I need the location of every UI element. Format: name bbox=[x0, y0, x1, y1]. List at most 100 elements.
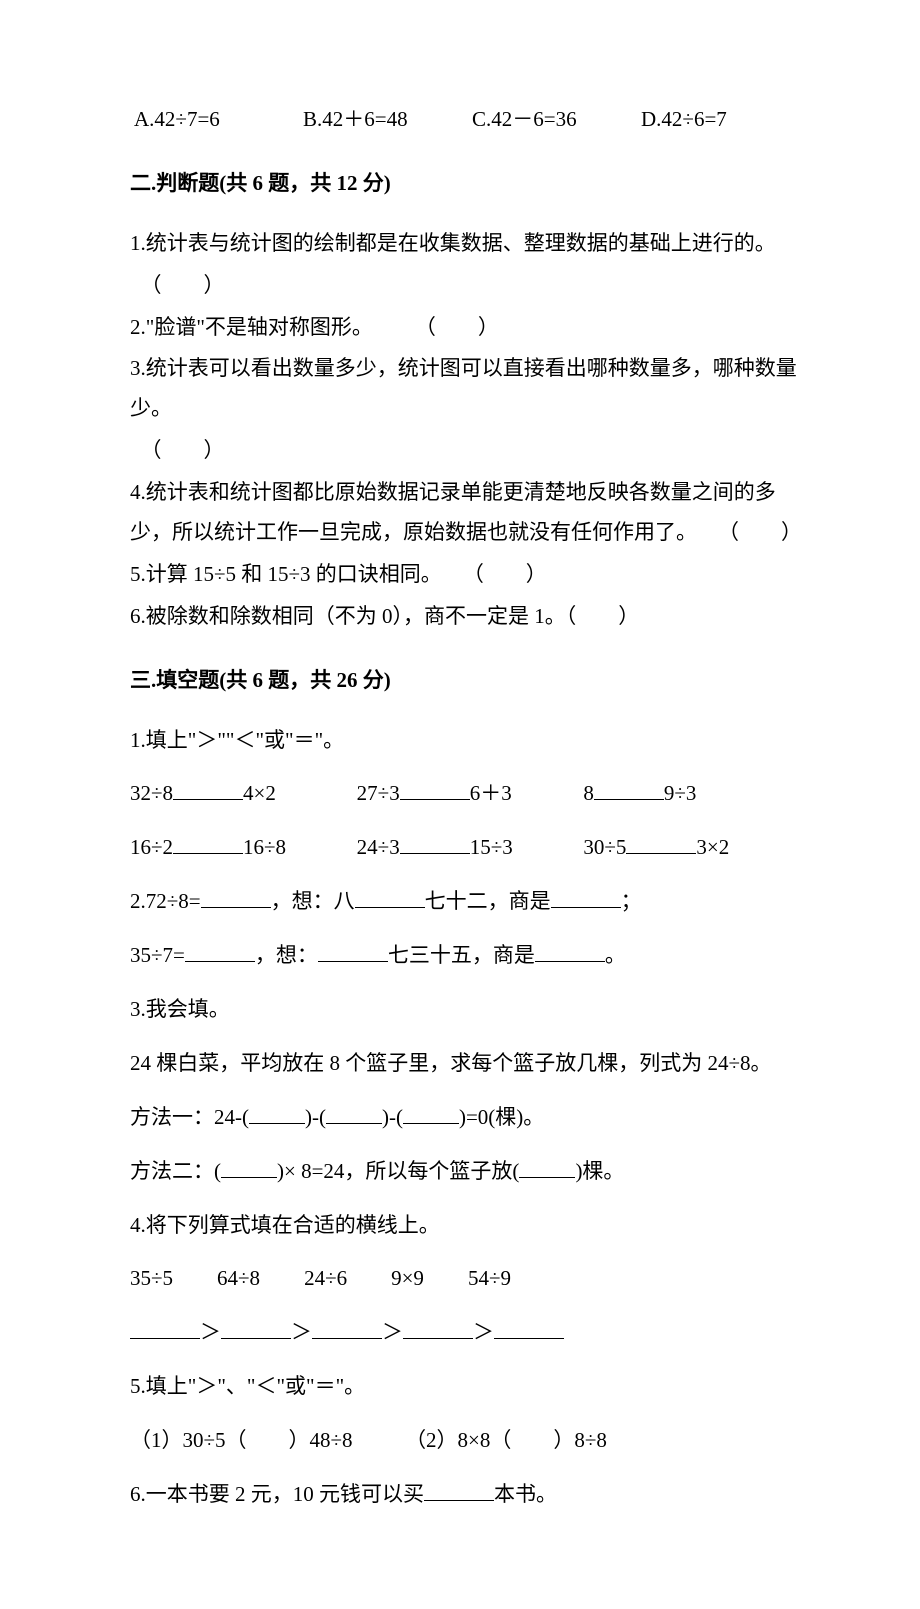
q1-r2-c2: 24÷3 15÷3 bbox=[357, 828, 584, 868]
fill-q5-row: （1）30÷5（ ）48÷8 （2）8×8（ ）8÷8 bbox=[130, 1421, 810, 1461]
tf-q2: 2."脸谱"不是轴对称图形。 （ ） bbox=[130, 308, 810, 348]
blank bbox=[594, 775, 664, 800]
text: )棵。 bbox=[575, 1159, 624, 1183]
section-3-title: 三.填空题(共 6 题，共 26 分) bbox=[130, 661, 810, 701]
text: 35÷7= bbox=[130, 943, 185, 967]
tf-q6: 6.被除数和除数相同（不为 0），商不一定是 1。（ ） bbox=[130, 597, 810, 637]
option-b: B.42＋6=48 bbox=[303, 100, 472, 140]
fill-q2-line1: 2.72÷8=，想：八七十二，商是； bbox=[130, 882, 810, 922]
tf-q1-text: 1.统计表与统计图的绘制都是在收集数据、整理数据的基础上进行的。 bbox=[130, 231, 776, 255]
text: ，想：八 bbox=[271, 889, 355, 913]
option-d: D.42÷6=7 bbox=[641, 100, 810, 140]
blank bbox=[355, 883, 425, 908]
text: 方法一：24-( bbox=[130, 1105, 249, 1129]
blank bbox=[403, 1099, 459, 1124]
text: )× 8=24，所以每个篮子放( bbox=[277, 1159, 519, 1183]
tf-q4: 4.统计表和统计图都比原始数据记录单能更清楚地反映各数量之间的多少，所以统计工作… bbox=[130, 473, 810, 553]
tf-q3-paren: （ ） bbox=[130, 431, 810, 471]
text: 。 bbox=[605, 943, 626, 967]
tf-q1-paren: （ ） bbox=[130, 266, 810, 306]
text: 方法二：( bbox=[130, 1159, 221, 1183]
text: （2）8×8（ bbox=[416, 1428, 512, 1452]
text: ； bbox=[621, 889, 642, 913]
option-a: A.42÷7=6 bbox=[134, 100, 303, 140]
fill-q1-title: 1.填上"＞""＜"或"＝"。 bbox=[130, 721, 810, 761]
fill-q5-title: 5.填上"＞"、"＜"或"＝"。 bbox=[130, 1367, 810, 1407]
blank bbox=[494, 1314, 564, 1339]
blank bbox=[403, 1314, 473, 1339]
fill-q3-line1: 24 棵白菜，平均放在 8 个篮子里，求每个篮子放几棵，列式为 24÷8。 bbox=[130, 1044, 810, 1084]
blank bbox=[130, 1314, 200, 1339]
blank bbox=[173, 775, 243, 800]
expr: 30÷5 bbox=[583, 835, 626, 859]
blank bbox=[201, 883, 271, 908]
text: )-( bbox=[382, 1105, 403, 1129]
blank bbox=[312, 1314, 382, 1339]
blank bbox=[221, 1314, 291, 1339]
option-c: C.42－6=36 bbox=[472, 100, 641, 140]
gt: ＞ bbox=[200, 1320, 221, 1344]
tf-q1: 1.统计表与统计图的绘制都是在收集数据、整理数据的基础上进行的。 bbox=[130, 224, 810, 264]
q1-r1-c2: 27÷3 6＋3 bbox=[357, 774, 584, 814]
q1-r2-c3: 30÷5 3×2 bbox=[583, 828, 810, 868]
fill-q1-row2: 16÷2 16÷8 24÷3 15÷3 30÷5 3×2 bbox=[130, 828, 810, 868]
blank bbox=[326, 1099, 382, 1124]
tf-q5-text: 5.计算 15÷5 和 15÷3 的口诀相同。 bbox=[130, 562, 431, 586]
text: ，想： bbox=[255, 943, 318, 967]
expr: 6＋3 bbox=[470, 781, 512, 805]
expr: 27÷3 bbox=[357, 781, 400, 805]
text: 本书。 bbox=[494, 1482, 557, 1506]
q4-item: 9×9 bbox=[391, 1259, 424, 1299]
paren: （ ） bbox=[151, 438, 225, 462]
text: )=0(棵)。 bbox=[459, 1105, 544, 1129]
blank bbox=[185, 937, 255, 962]
expr: 15÷3 bbox=[470, 835, 513, 859]
tf-q3-text: 3.统计表可以看出数量多少，统计图可以直接看出哪种数量多，哪种数量少。 bbox=[130, 356, 797, 420]
section-2-title: 二.判断题(共 6 题，共 12 分) bbox=[130, 164, 810, 204]
text: 七十二，商是 bbox=[425, 889, 551, 913]
tf-q5: 5.计算 15÷5 和 15÷3 的口诀相同。 （ ） bbox=[130, 555, 810, 595]
blank bbox=[626, 829, 696, 854]
tf-q6-text: 6.被除数和除数相同（不为 0），商不一定是 1。 bbox=[130, 604, 566, 628]
fill-q4-blanks: ＞＞＞＞ bbox=[130, 1313, 810, 1353]
paren: （ ） bbox=[151, 273, 225, 297]
tf-q4-text: 4.统计表和统计图都比原始数据记录单能更清楚地反映各数量之间的多少，所以统计工作… bbox=[130, 480, 776, 544]
blank bbox=[551, 883, 621, 908]
fill-q6: 6.一本书要 2 元，10 元钱可以买 本书。 bbox=[130, 1475, 810, 1515]
paren: （ ） bbox=[425, 315, 499, 339]
expr: 24÷3 bbox=[357, 835, 400, 859]
q4-item: 64÷8 bbox=[217, 1259, 260, 1299]
text: 七三十五，商是 bbox=[388, 943, 535, 967]
gt: ＞ bbox=[382, 1320, 403, 1344]
expr: 3×2 bbox=[696, 835, 729, 859]
text: 6.一本书要 2 元，10 元钱可以买 bbox=[130, 1482, 424, 1506]
text: )-( bbox=[305, 1105, 326, 1129]
expr: 9÷3 bbox=[664, 781, 697, 805]
gt: ＞ bbox=[291, 1320, 312, 1344]
q1-r1-c1: 32÷84×2 bbox=[130, 774, 357, 814]
blank bbox=[173, 829, 243, 854]
q4-item: 35÷5 bbox=[130, 1259, 173, 1299]
blank bbox=[221, 1153, 277, 1178]
fill-q2-line2: 35÷7= ，想： 七三十五，商是 。 bbox=[130, 936, 810, 976]
text: （1）30÷5（ bbox=[130, 1428, 247, 1452]
q4-item: 54÷9 bbox=[468, 1259, 511, 1299]
blank bbox=[249, 1099, 305, 1124]
text: ）8÷8 bbox=[553, 1428, 607, 1452]
blank bbox=[535, 937, 605, 962]
blank bbox=[519, 1153, 575, 1178]
blank bbox=[400, 775, 470, 800]
expr: 8 bbox=[583, 781, 594, 805]
expr: 16÷8 bbox=[243, 835, 286, 859]
paren: （ ） bbox=[473, 562, 547, 586]
tf-q2-text: 2."脸谱"不是轴对称图形。 bbox=[130, 315, 362, 339]
blank bbox=[318, 937, 388, 962]
expr: 16÷2 bbox=[130, 835, 173, 859]
q4-item: 24÷6 bbox=[304, 1259, 347, 1299]
paren: （ ） bbox=[566, 604, 640, 628]
fill-q4-items: 35÷5 64÷8 24÷6 9×9 54÷9 bbox=[130, 1259, 810, 1299]
fill-q3-method1: 方法一：24-( )-( )-( )=0(棵)。 bbox=[130, 1098, 810, 1138]
paren: （ ） bbox=[729, 520, 803, 544]
fill-q4-title: 4.将下列算式填在合适的横线上。 bbox=[130, 1206, 810, 1246]
blank bbox=[400, 829, 470, 854]
